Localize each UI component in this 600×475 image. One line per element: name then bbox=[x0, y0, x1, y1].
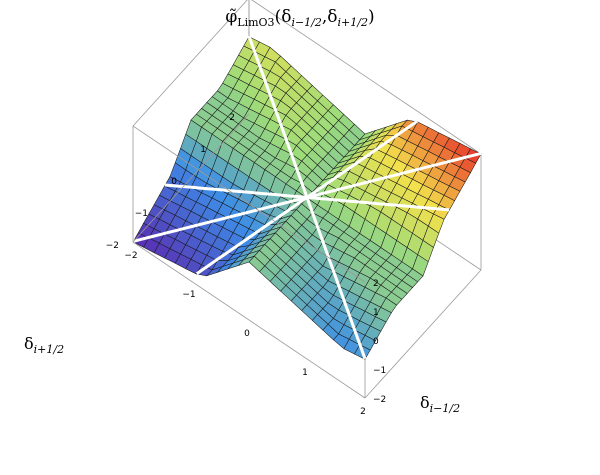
box-edge bbox=[132, 241, 366, 399]
surface-seam bbox=[306, 151, 482, 199]
z-tick-label: 1 bbox=[373, 308, 379, 318]
box-edge bbox=[132, 0, 248, 127]
box-edge bbox=[132, 113, 250, 243]
z-tick-label: 2 bbox=[373, 279, 379, 289]
z-tick-label: −1 bbox=[373, 366, 386, 376]
tick-labels: −2 −2 −2 −1 −1 −1 0 0 0 1 1 1 2 2 2 bbox=[106, 113, 387, 417]
surface-seam bbox=[247, 35, 309, 198]
y-tick-label: −2 bbox=[106, 241, 119, 251]
surface-plot bbox=[132, 35, 482, 360]
y-tick-label: 2 bbox=[229, 113, 235, 123]
box-edge bbox=[132, 125, 366, 283]
y-tick-label: −1 bbox=[135, 209, 148, 219]
z-tick-label: 0 bbox=[373, 337, 379, 347]
x-tick-label: −2 bbox=[124, 251, 137, 261]
surface-seam bbox=[195, 196, 308, 275]
chart-title: φ̃LimO3(δi−1/2,δi+1/2) bbox=[225, 7, 374, 29]
plot-box-front bbox=[132, 0, 366, 399]
y-tick-label: 1 bbox=[200, 145, 206, 155]
y-tick-label: 0 bbox=[171, 177, 177, 187]
box-edge bbox=[364, 269, 482, 399]
surface-seam bbox=[164, 183, 308, 199]
x-tick-label: 1 bbox=[302, 368, 308, 378]
x-tick-label: 2 bbox=[360, 407, 366, 417]
box-edge bbox=[251, 0, 482, 155]
x-tick-label: 0 bbox=[244, 329, 250, 339]
surface-seam bbox=[132, 195, 308, 243]
surface-seam bbox=[306, 195, 450, 212]
x-tick-label: −1 bbox=[182, 290, 195, 300]
z-tick-label: −2 bbox=[373, 395, 386, 405]
surface-seam bbox=[306, 119, 419, 199]
y-axis-label: δi+1/2 bbox=[24, 334, 64, 356]
surface-seam bbox=[305, 196, 367, 360]
x-axis-label: δi−1/2 bbox=[420, 393, 460, 415]
